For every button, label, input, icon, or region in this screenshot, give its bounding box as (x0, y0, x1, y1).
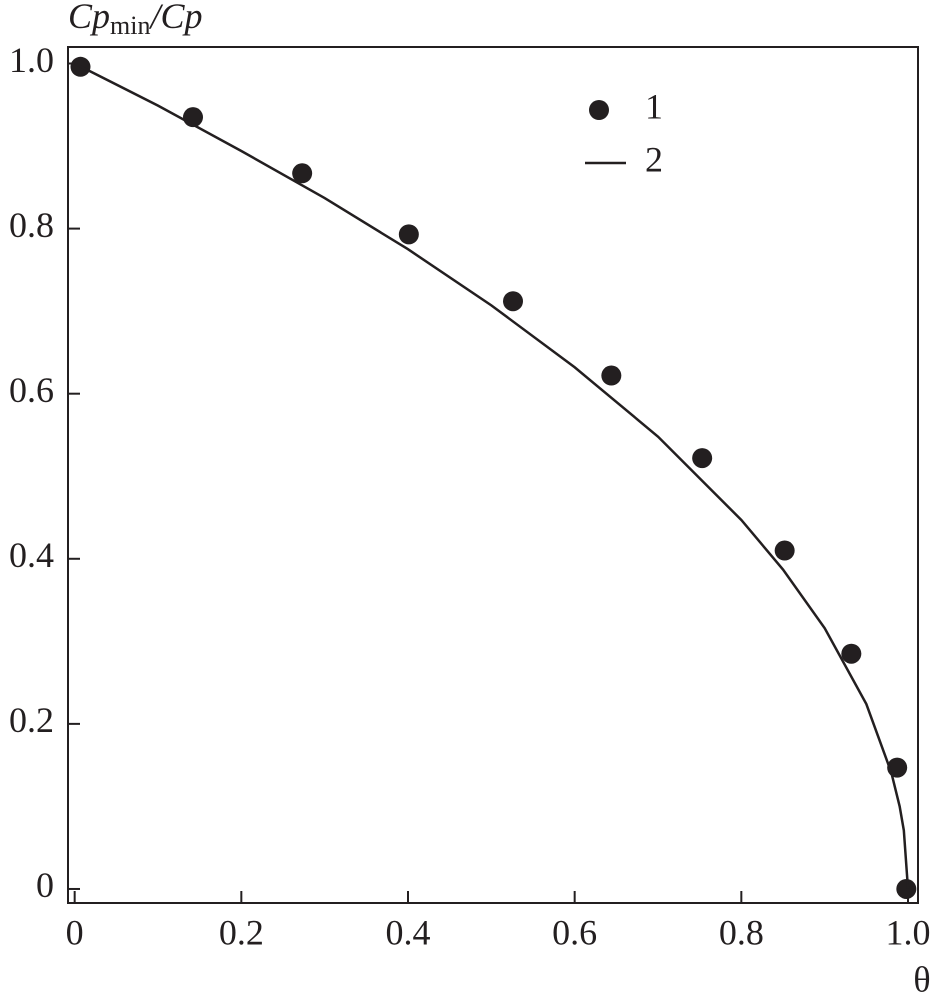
x-tick-label: 0 (66, 912, 84, 952)
y-tick-label: 0 (36, 865, 54, 905)
data-point (774, 540, 795, 561)
y-tick-label: 0.4 (9, 535, 54, 575)
plot-frame (67, 46, 919, 904)
y-tick-label: 0.8 (9, 205, 54, 245)
y-label-part: /Cp (148, 0, 202, 36)
legend-label: 2 (645, 139, 663, 179)
data-point (398, 224, 419, 245)
y-tick-label: 1.0 (9, 40, 54, 80)
legend-marker (589, 100, 609, 120)
data-point (692, 448, 713, 469)
data-point (841, 643, 862, 664)
data-point (503, 291, 523, 312)
x-axis-label: θ (913, 959, 930, 999)
x-tick-label: 0.2 (219, 912, 264, 952)
data-point (896, 878, 917, 899)
y-label-subscript: min (110, 11, 150, 40)
legend-label: 1 (645, 86, 663, 126)
y-tick-label: 0.2 (9, 700, 54, 740)
fit-line (74, 62, 910, 890)
y-tick-label: 0.6 (9, 370, 54, 410)
data-point (292, 163, 313, 184)
y-label-part: Cp (68, 0, 110, 36)
x-tick-label: 1.0 (886, 912, 931, 952)
x-tick-label: 0.6 (552, 912, 597, 952)
x-tick-label: 0.8 (719, 912, 764, 952)
data-point (601, 365, 622, 386)
y-axis-label: Cpmin/Cp (68, 0, 202, 40)
x-tick-label: 0.4 (386, 912, 431, 952)
